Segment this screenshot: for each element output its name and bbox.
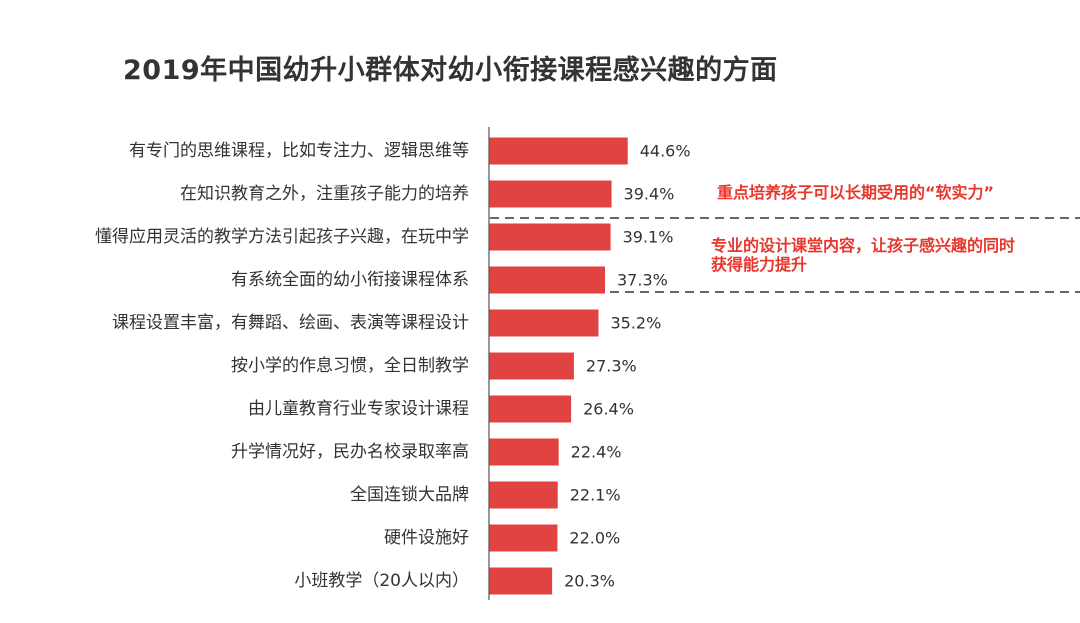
bar-group xyxy=(489,137,628,595)
category-label: 由儿童教育行业专家设计课程 xyxy=(248,399,469,419)
annotation-course-design-line2: 获得能力提升 xyxy=(711,255,808,274)
bar xyxy=(489,137,628,165)
value-label: 22.0% xyxy=(569,529,620,548)
bar xyxy=(489,524,558,552)
bar xyxy=(489,567,553,595)
value-label: 35.2% xyxy=(610,314,661,333)
category-label: 硬件设施好 xyxy=(384,528,469,548)
bar xyxy=(489,266,606,294)
annotation-course-design-line1: 专业的设计课堂内容，让孩子感兴趣的同时 xyxy=(711,236,1016,255)
category-label: 懂得应用灵活的教学方法引起孩子兴趣，在玩中学 xyxy=(95,227,469,247)
bar xyxy=(489,223,611,251)
bar xyxy=(489,481,558,509)
value-label: 26.4% xyxy=(583,400,634,419)
annotation-course-design: 专业的设计课堂内容，让孩子感兴趣的同时 获得能力提升 xyxy=(711,236,1015,274)
category-label: 在知识教育之外，注重孩子能力的培养 xyxy=(180,184,469,204)
category-labels: 有专门的思维课程，比如专注力、逻辑思维等在知识教育之外，注重孩子能力的培养懂得应… xyxy=(95,141,469,591)
bar xyxy=(489,180,612,208)
page-title: 2019年中国幼升小群体对幼小衔接课程感兴趣的方面 xyxy=(123,55,778,86)
value-label: 37.3% xyxy=(617,271,668,290)
value-label: 44.6% xyxy=(640,142,691,161)
value-labels: 44.6% 39.4% 39.1% 37.3% 35.2% 27.3% 26.4% 22.4%… xyxy=(564,142,690,591)
value-label: 22.1% xyxy=(570,486,621,505)
category-label: 全国连锁大品牌 xyxy=(350,485,469,505)
category-label: 有系统全面的幼小衔接课程体系 xyxy=(231,270,469,290)
value-label: 39.1% xyxy=(623,228,674,247)
bar xyxy=(489,438,559,466)
value-label: 27.3% xyxy=(586,357,637,376)
bar xyxy=(489,352,574,380)
category-label: 课程设置丰富，有舞蹈、绘画、表演等课程设计 xyxy=(112,313,469,333)
bar xyxy=(489,309,599,337)
category-label: 按小学的作息习惯，全日制教学 xyxy=(231,356,469,376)
category-label: 有专门的思维课程，比如专注力、逻辑思维等 xyxy=(129,141,469,161)
annotation-soft-skills: 重点培养孩子可以长期受用的“软实力” xyxy=(717,183,995,202)
category-label: 小班教学（20人以内） xyxy=(294,571,469,591)
bar xyxy=(489,395,572,423)
category-label: 升学情况好，民办名校录取率高 xyxy=(231,442,469,462)
value-label: 39.4% xyxy=(624,185,675,204)
value-label: 20.3% xyxy=(564,572,615,591)
value-label: 22.4% xyxy=(571,443,622,462)
